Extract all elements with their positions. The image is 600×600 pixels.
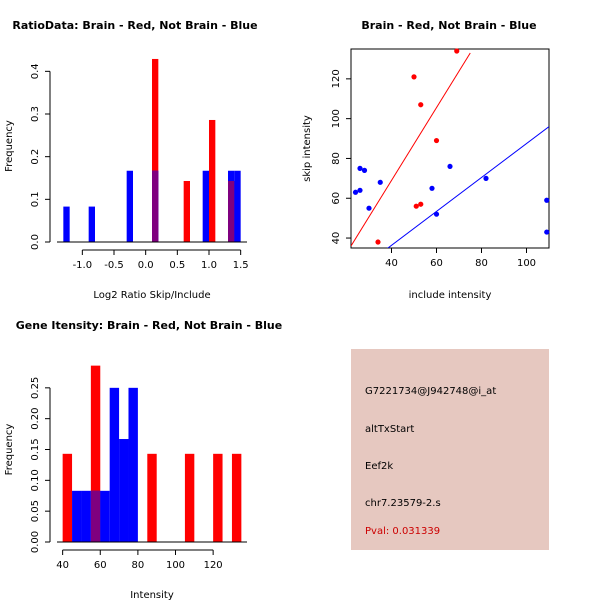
chart2-x-label: include intensity xyxy=(409,290,492,301)
chart1-bar-notbrain-6 xyxy=(234,170,241,242)
info-panel: G7221734@J942748@i_at altTxStart Eef2k c… xyxy=(351,349,549,550)
chart2-title: Brain - Red, Not Brain - Blue xyxy=(361,19,536,32)
gene-name-text: Eef2k xyxy=(365,461,394,472)
chart1-bar-notbrain-2 xyxy=(126,170,133,242)
chart3-bar-notbrain-0 xyxy=(72,490,82,542)
chart2-x-tick-label-1: 60 xyxy=(430,258,443,269)
chart2-point-brain-1 xyxy=(411,74,417,80)
chart1-y-tick-label-0: 0.0 xyxy=(30,234,41,250)
chart1-bar-brain-0 xyxy=(152,58,159,243)
chart3-y-label: Frequency xyxy=(4,424,15,476)
chart2-point-notbrain-3 xyxy=(361,167,368,173)
chart2-point-brain-4 xyxy=(418,102,424,108)
chart3-bar-brain-3 xyxy=(184,453,195,542)
chart3-bar-brain-4 xyxy=(213,453,223,542)
chart2-point-brain-0 xyxy=(375,239,381,245)
chart2-point-notbrain-10 xyxy=(544,229,550,235)
chart1-x-tick-label-4: 1.0 xyxy=(201,260,217,271)
chart2-point-brain-5 xyxy=(433,137,440,144)
chart1-bar-notbrain-4 xyxy=(202,170,209,242)
chart2-y-tick-label-0: 40 xyxy=(331,232,342,245)
chart3-y-tick-label-5: 0.25 xyxy=(30,377,41,399)
pval-text: Pval: 0.031339 xyxy=(365,526,441,537)
chart3-y-tick-label-0: 0.00 xyxy=(30,531,41,553)
chart3-bar-brain-1 xyxy=(90,365,101,542)
chart3-bar-notbrain-3 xyxy=(100,490,110,542)
chart1-x-tick-label-2: 0.0 xyxy=(138,260,154,271)
chart2-point-notbrain-8 xyxy=(447,163,453,170)
chart2-point-brain-2 xyxy=(413,203,419,209)
chart3-bar-brain-2 xyxy=(147,453,157,542)
chart3-y-tick-label-4: 0.20 xyxy=(30,408,41,430)
chart3-x-tick-label-0: 40 xyxy=(56,560,69,571)
chart1-bar-notbrain-0 xyxy=(63,206,70,242)
event-type-text: altTxStart xyxy=(365,424,415,435)
chart2-point-notbrain-5 xyxy=(377,179,383,185)
chart2-y-tick-label-4: 120 xyxy=(331,69,342,88)
chart2-point-notbrain-9 xyxy=(483,175,489,181)
chart2-x-tick-label-0: 40 xyxy=(385,258,398,269)
chart1-y-tick-label-1: 0.1 xyxy=(30,191,41,207)
chart2-point-notbrain-7 xyxy=(433,211,440,217)
chart3-bar-brain-0 xyxy=(62,453,73,542)
chart3-x-tick-label-1: 60 xyxy=(94,560,107,571)
chart3-bar-notbrain-4 xyxy=(109,387,120,542)
chart3-x-tick-label-3: 100 xyxy=(166,560,185,571)
chart2-y-tick-label-2: 80 xyxy=(331,152,342,165)
chart3-bar-overlap-2 xyxy=(90,490,101,542)
chart2-y-label: skip intensity xyxy=(302,115,313,182)
chart3-x-label: Intensity xyxy=(130,590,174,600)
chart1-x-tick-label-0: -1.0 xyxy=(73,260,93,271)
chart3-y-tick-label-1: 0.05 xyxy=(30,500,41,522)
chart3-title: Gene Itensity: Brain - Red, Not Brain - … xyxy=(16,319,282,332)
chart1-y-tick-label-4: 0.4 xyxy=(30,63,41,79)
chart3-y-tick-label-3: 0.15 xyxy=(30,438,41,460)
chart1-x-label: Log2 Ratio Skip/Include xyxy=(93,290,210,301)
chart2-fit-line-blue xyxy=(387,126,549,248)
chart1-y-tick-label-2: 0.2 xyxy=(30,149,41,165)
chart3-bar-notbrain-1 xyxy=(81,490,91,542)
chart2-point-notbrain-0 xyxy=(352,189,359,195)
chart3-x-tick-label-2: 80 xyxy=(132,560,145,571)
chart2-x-tick-label-3: 100 xyxy=(517,258,536,269)
chart2-y-tick-label-1: 60 xyxy=(331,192,342,205)
chart1-bar-overlap-5 xyxy=(228,180,235,242)
chart2-x-tick-label-2: 80 xyxy=(475,258,488,269)
chart1-y-label: Frequency xyxy=(4,120,15,172)
chart2-point-brain-3 xyxy=(418,201,424,207)
chart2-point-notbrain-11 xyxy=(544,197,550,203)
chart3-bar-brain-5 xyxy=(231,453,242,542)
chart1-x-tick-label-1: -0.5 xyxy=(104,260,124,271)
chart3-y-tick-label-2: 0.10 xyxy=(30,469,41,491)
probe-id-text: G7221734@J942748@i_at xyxy=(365,386,497,397)
chart3-bar-notbrain-6 xyxy=(128,387,138,542)
location-text: chr7.23579-2.s xyxy=(365,498,441,509)
chart2-point-notbrain-1 xyxy=(357,187,363,193)
chart3-x-tick-label-4: 120 xyxy=(204,560,223,571)
chart1-bar-notbrain-1 xyxy=(88,206,95,242)
chart2-point-notbrain-2 xyxy=(357,165,363,171)
chart1-x-tick-label-3: 0.5 xyxy=(169,260,185,271)
chart2-y-tick-label-3: 100 xyxy=(331,109,342,128)
chart1-x-tick-label-5: 1.5 xyxy=(233,260,249,271)
chart3-bar-notbrain-5 xyxy=(119,439,129,542)
chart2-point-notbrain-4 xyxy=(366,205,372,211)
chart2-fit-line-red xyxy=(351,52,471,247)
chart2-point-notbrain-6 xyxy=(429,185,435,191)
chart1-bar-overlap-3 xyxy=(152,170,159,242)
chart1-bar-brain-1 xyxy=(183,180,190,242)
chart1-title: RatioData: Brain - Red, Not Brain - Blue xyxy=(12,19,257,32)
chart2-point-brain-6 xyxy=(454,48,460,54)
chart1-y-tick-label-3: 0.3 xyxy=(30,106,41,122)
chart1-bar-brain-2 xyxy=(209,119,216,242)
